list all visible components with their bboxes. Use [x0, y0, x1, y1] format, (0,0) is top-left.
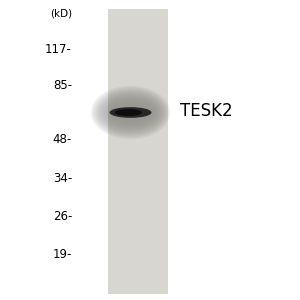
Ellipse shape [110, 107, 152, 118]
Text: 26-: 26- [52, 209, 72, 223]
Text: 85-: 85- [53, 79, 72, 92]
Text: 34-: 34- [53, 172, 72, 185]
FancyBboxPatch shape [108, 9, 168, 294]
Text: TESK2: TESK2 [180, 102, 232, 120]
Text: (kD): (kD) [50, 8, 72, 19]
Ellipse shape [115, 109, 142, 116]
Text: 48-: 48- [53, 133, 72, 146]
Text: 19-: 19- [52, 248, 72, 262]
Text: 117-: 117- [45, 43, 72, 56]
